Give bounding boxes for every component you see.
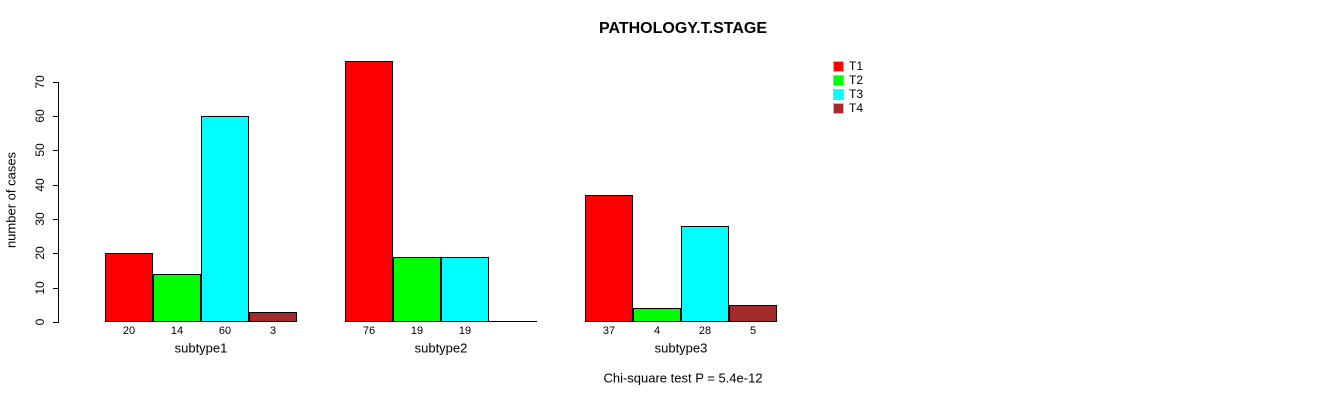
bar: [681, 226, 729, 322]
bar: [153, 274, 201, 322]
bar-value-label: 76: [362, 325, 376, 337]
bar-value-label: 4: [653, 325, 661, 337]
bar: [441, 257, 489, 322]
y-tick-label: 60: [33, 109, 47, 123]
y-tick-label: 70: [33, 75, 47, 89]
legend-label: T3: [849, 87, 864, 101]
y-tick-label: 40: [33, 178, 47, 192]
y-tick: [53, 150, 58, 151]
y-tick: [53, 288, 58, 289]
y-axis-line: [58, 82, 59, 323]
legend-row: T1: [833, 59, 864, 73]
y-tick-label: 10: [33, 281, 47, 295]
legend-row: T3: [833, 87, 864, 101]
y-tick-label: 50: [33, 143, 47, 157]
bar-value-label: 3: [269, 325, 277, 337]
y-tick-label: 0: [33, 318, 47, 326]
bar-value-label: 28: [698, 325, 712, 337]
legend-swatch: [833, 61, 844, 72]
bar: [585, 195, 633, 322]
y-axis-label: number of cases: [3, 151, 19, 249]
bar: [345, 61, 393, 322]
legend-swatch: [833, 103, 844, 114]
legend-label: T2: [849, 73, 864, 87]
category-label: subtype3: [654, 340, 708, 356]
bar-value-label: 60: [218, 325, 232, 337]
bar-value-label: 19: [410, 325, 424, 337]
bar: [249, 312, 297, 322]
y-tick: [53, 322, 58, 323]
bar: [393, 257, 441, 322]
y-tick-label: 20: [33, 246, 47, 260]
y-tick-label: 30: [33, 212, 47, 226]
chart-title: PATHOLOGY.T.STAGE: [598, 20, 768, 37]
bar: [729, 305, 777, 322]
y-tick: [53, 185, 58, 186]
y-tick: [53, 253, 58, 254]
legend-swatch: [833, 75, 844, 86]
bar-value-label: 37: [602, 325, 616, 337]
legend-row: T4: [833, 101, 864, 115]
bar-value-label: 20: [122, 325, 136, 337]
bar-value-label: 14: [170, 325, 184, 337]
legend-label: T4: [849, 101, 864, 115]
bar-value-label: 19: [458, 325, 472, 337]
legend-row: T2: [833, 73, 864, 87]
zero-height-bar: [489, 321, 537, 322]
legend-label: T1: [849, 59, 864, 73]
category-label: subtype2: [414, 340, 468, 356]
y-tick: [53, 219, 58, 220]
bar: [201, 116, 249, 322]
y-tick: [53, 116, 58, 117]
y-tick: [53, 82, 58, 83]
bar: [105, 253, 153, 322]
annotation-text: Chi-square test P = 5.4e-12: [603, 370, 763, 386]
bar: [633, 308, 681, 322]
category-label: subtype1: [174, 340, 228, 356]
bar-value-label: 5: [749, 325, 757, 337]
legend-swatch: [833, 89, 844, 100]
